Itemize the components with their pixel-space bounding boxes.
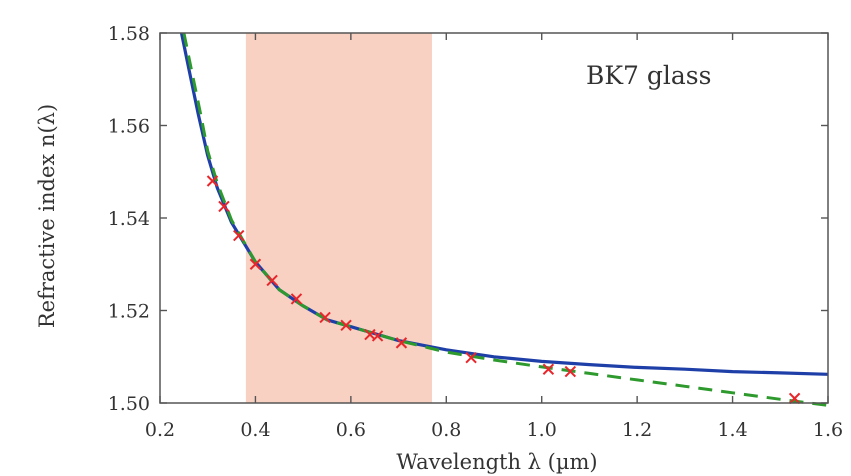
measured-point-marker [206, 175, 219, 187]
measured-point-marker [266, 274, 278, 287]
series-layer [179, 32, 829, 407]
redaction-blocks [550, 122, 797, 192]
x-tick-label: 1.6 [813, 419, 843, 441]
x-tick-label: 0.6 [336, 419, 366, 441]
measured-point-marker [395, 337, 408, 349]
y-tick-label: 1.50 [108, 393, 150, 415]
redaction-block [556, 146, 788, 168]
visible-spectrum-band [245, 33, 432, 403]
measured-point-marker [233, 229, 245, 242]
dispersion-curve-dashed [182, 32, 829, 407]
x-tick-label: 0.4 [240, 419, 270, 441]
measured-points [206, 175, 801, 405]
x-tick-label: 1.4 [717, 419, 747, 441]
y-tick-label: 1.56 [108, 116, 150, 138]
measured-point-marker [319, 311, 331, 324]
redaction-block [592, 122, 797, 146]
measured-point-marker [340, 319, 352, 332]
measured-point-marker [542, 363, 555, 375]
axis-ticks: 0.2 0.4 0.6 0.8 1.0 1.2 1.4 1.6 1.50 1.52 1.54 1.56… [108, 23, 843, 441]
measured-point-marker [465, 351, 477, 364]
y-axis-label: Refractive index n(λ) [35, 104, 59, 328]
y-tick-label: 1.54 [108, 208, 150, 230]
y-tick-label: 1.58 [108, 23, 150, 45]
redaction-block [550, 168, 790, 192]
x-axis-label: Wavelength λ (µm) [396, 450, 597, 474]
measured-point-marker [564, 365, 577, 378]
x-tick-label: 1.0 [527, 419, 557, 441]
x-tick-label: 0.8 [431, 419, 461, 441]
measured-point-marker [371, 330, 384, 342]
measured-point-marker [218, 200, 230, 213]
measured-point-marker [290, 293, 303, 305]
x-tick-label: 1.2 [622, 419, 652, 441]
bk7-glass-annotation: BK7 glass [586, 61, 711, 90]
measured-point-marker [788, 392, 801, 405]
x-tick-label: 0.2 [145, 419, 175, 441]
measured-point-marker [249, 258, 262, 270]
y-tick-label: 1.52 [108, 301, 150, 323]
